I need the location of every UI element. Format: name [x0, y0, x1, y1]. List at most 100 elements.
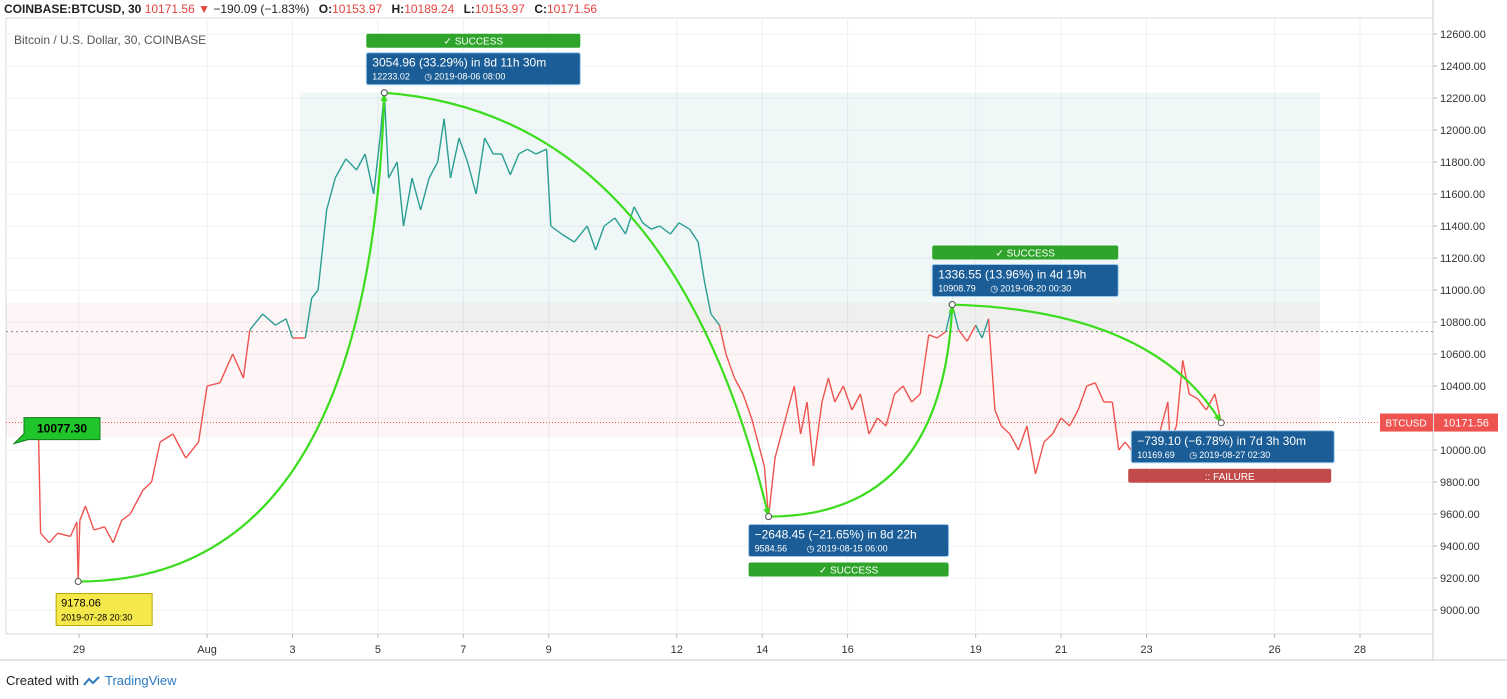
- close-label: C:: [534, 2, 547, 16]
- clock-icon: ◷: [990, 284, 998, 294]
- price-segment: [767, 457, 776, 517]
- price-segment: [79, 505, 87, 521]
- measure-date-text: 2019-08-06 08:00: [434, 72, 505, 82]
- price-segment: [37, 429, 42, 534]
- measure-price-text: 9584.56: [755, 544, 788, 554]
- y-tick-label: 11600.00: [1440, 189, 1485, 201]
- price-segment: [1094, 382, 1105, 403]
- price-segment: [1026, 425, 1037, 475]
- price-segment: [419, 177, 430, 211]
- y-tick-label: 11200.00: [1440, 253, 1485, 265]
- price-segment: [1043, 433, 1054, 443]
- profit-zone-shade: [300, 92, 1320, 332]
- tradingview-link[interactable]: TradingView: [104, 673, 177, 688]
- low-value: 10153.97: [474, 2, 525, 16]
- clock-icon: ◷: [1189, 450, 1197, 460]
- price-segment: [142, 481, 153, 491]
- price-segment: [304, 297, 313, 339]
- price-segment: [112, 520, 123, 544]
- price-segment: [877, 417, 887, 427]
- price-segment: [443, 118, 452, 179]
- price-segment: [275, 318, 287, 326]
- last-price-label: 10171.56: [1443, 418, 1489, 430]
- measure-change-text: −2648.45 (−21.65%) in 8d 22h: [755, 528, 917, 542]
- x-tick-label: 26: [1268, 644, 1280, 656]
- measure-info-box: [748, 524, 950, 558]
- open-value: 10153.97: [332, 2, 383, 16]
- price-segment: [1197, 398, 1207, 411]
- clock-icon: ◷: [424, 72, 432, 82]
- price-segment: [774, 433, 783, 459]
- x-tick-label: 21: [1055, 644, 1067, 656]
- price-segment: [689, 228, 699, 243]
- arrow-head-icon: [948, 304, 956, 313]
- price-segment: [334, 158, 347, 179]
- price-segment: [834, 385, 844, 403]
- price-segment: [436, 118, 445, 163]
- status-badge-label: ✓ SUCCESS: [819, 566, 879, 577]
- anchor-point: [74, 578, 82, 586]
- price-segment: [77, 520, 81, 582]
- high-value: 10189.24: [404, 2, 455, 16]
- x-tick-label: 23: [1140, 644, 1152, 656]
- status-badge-label: ✓ SUCCESS: [995, 249, 1055, 260]
- price-segment: [642, 222, 652, 230]
- price-segment: [718, 325, 727, 355]
- x-tick-label: Aug: [197, 644, 217, 656]
- y-tick-label: 12200.00: [1440, 93, 1486, 105]
- price-segment: [958, 329, 968, 342]
- series-name-badge: [1380, 413, 1433, 432]
- price-segment: [994, 409, 1002, 427]
- price-segment: [859, 393, 870, 435]
- price-segment: [396, 161, 405, 227]
- price-segment: [821, 377, 830, 403]
- y-tick-label: 9000.00: [1440, 605, 1480, 617]
- anchor-point: [380, 89, 388, 97]
- measure-info-box: [931, 264, 1119, 298]
- created-with-text: Created with: [6, 673, 79, 688]
- price-segment: [509, 153, 520, 176]
- price-segment: [1111, 401, 1120, 451]
- price-segment: [383, 92, 390, 179]
- x-tick-label: 3: [289, 644, 295, 656]
- price-segment: [458, 137, 469, 163]
- price-segment: [561, 233, 575, 243]
- x-tick-label: 9: [546, 644, 552, 656]
- price-segment: [219, 353, 234, 384]
- price-segment: [466, 161, 477, 195]
- price-segment: [232, 353, 245, 379]
- last-price: 10171.56: [144, 2, 195, 16]
- measure-price-text: 10169.69: [1137, 450, 1175, 460]
- price-segment: [372, 137, 381, 195]
- price-segment: [842, 385, 853, 411]
- price-segment: [1205, 393, 1216, 411]
- price-segment: [172, 433, 187, 459]
- price-segment: [535, 148, 547, 155]
- price-segment: [518, 148, 528, 155]
- price-segment: [1051, 417, 1062, 435]
- price-segment: [1175, 360, 1184, 427]
- anchor-point: [948, 301, 956, 309]
- price-segment: [1188, 393, 1199, 400]
- anchor-point: [1217, 419, 1225, 427]
- low-label: L:: [463, 2, 475, 16]
- status-badge: [748, 562, 949, 577]
- status-badge: [932, 245, 1119, 260]
- price-segment: [742, 393, 753, 419]
- measure-info-box: [1130, 430, 1335, 464]
- price-segment: [868, 417, 879, 435]
- price-segment: [449, 137, 460, 179]
- measure-date-text: 2019-08-27 02:30: [1199, 450, 1270, 460]
- x-tick-label: 14: [756, 644, 768, 656]
- price-segment: [981, 318, 990, 339]
- price-segment: [345, 158, 358, 171]
- price-segment: [104, 526, 114, 544]
- price-segment: [812, 401, 823, 467]
- price-segment: [885, 393, 896, 427]
- price-segment: [1158, 401, 1169, 435]
- price-segment: [1060, 417, 1071, 427]
- price-segment: [1086, 382, 1096, 387]
- price-segment: [780, 409, 789, 435]
- price-segment: [197, 385, 208, 443]
